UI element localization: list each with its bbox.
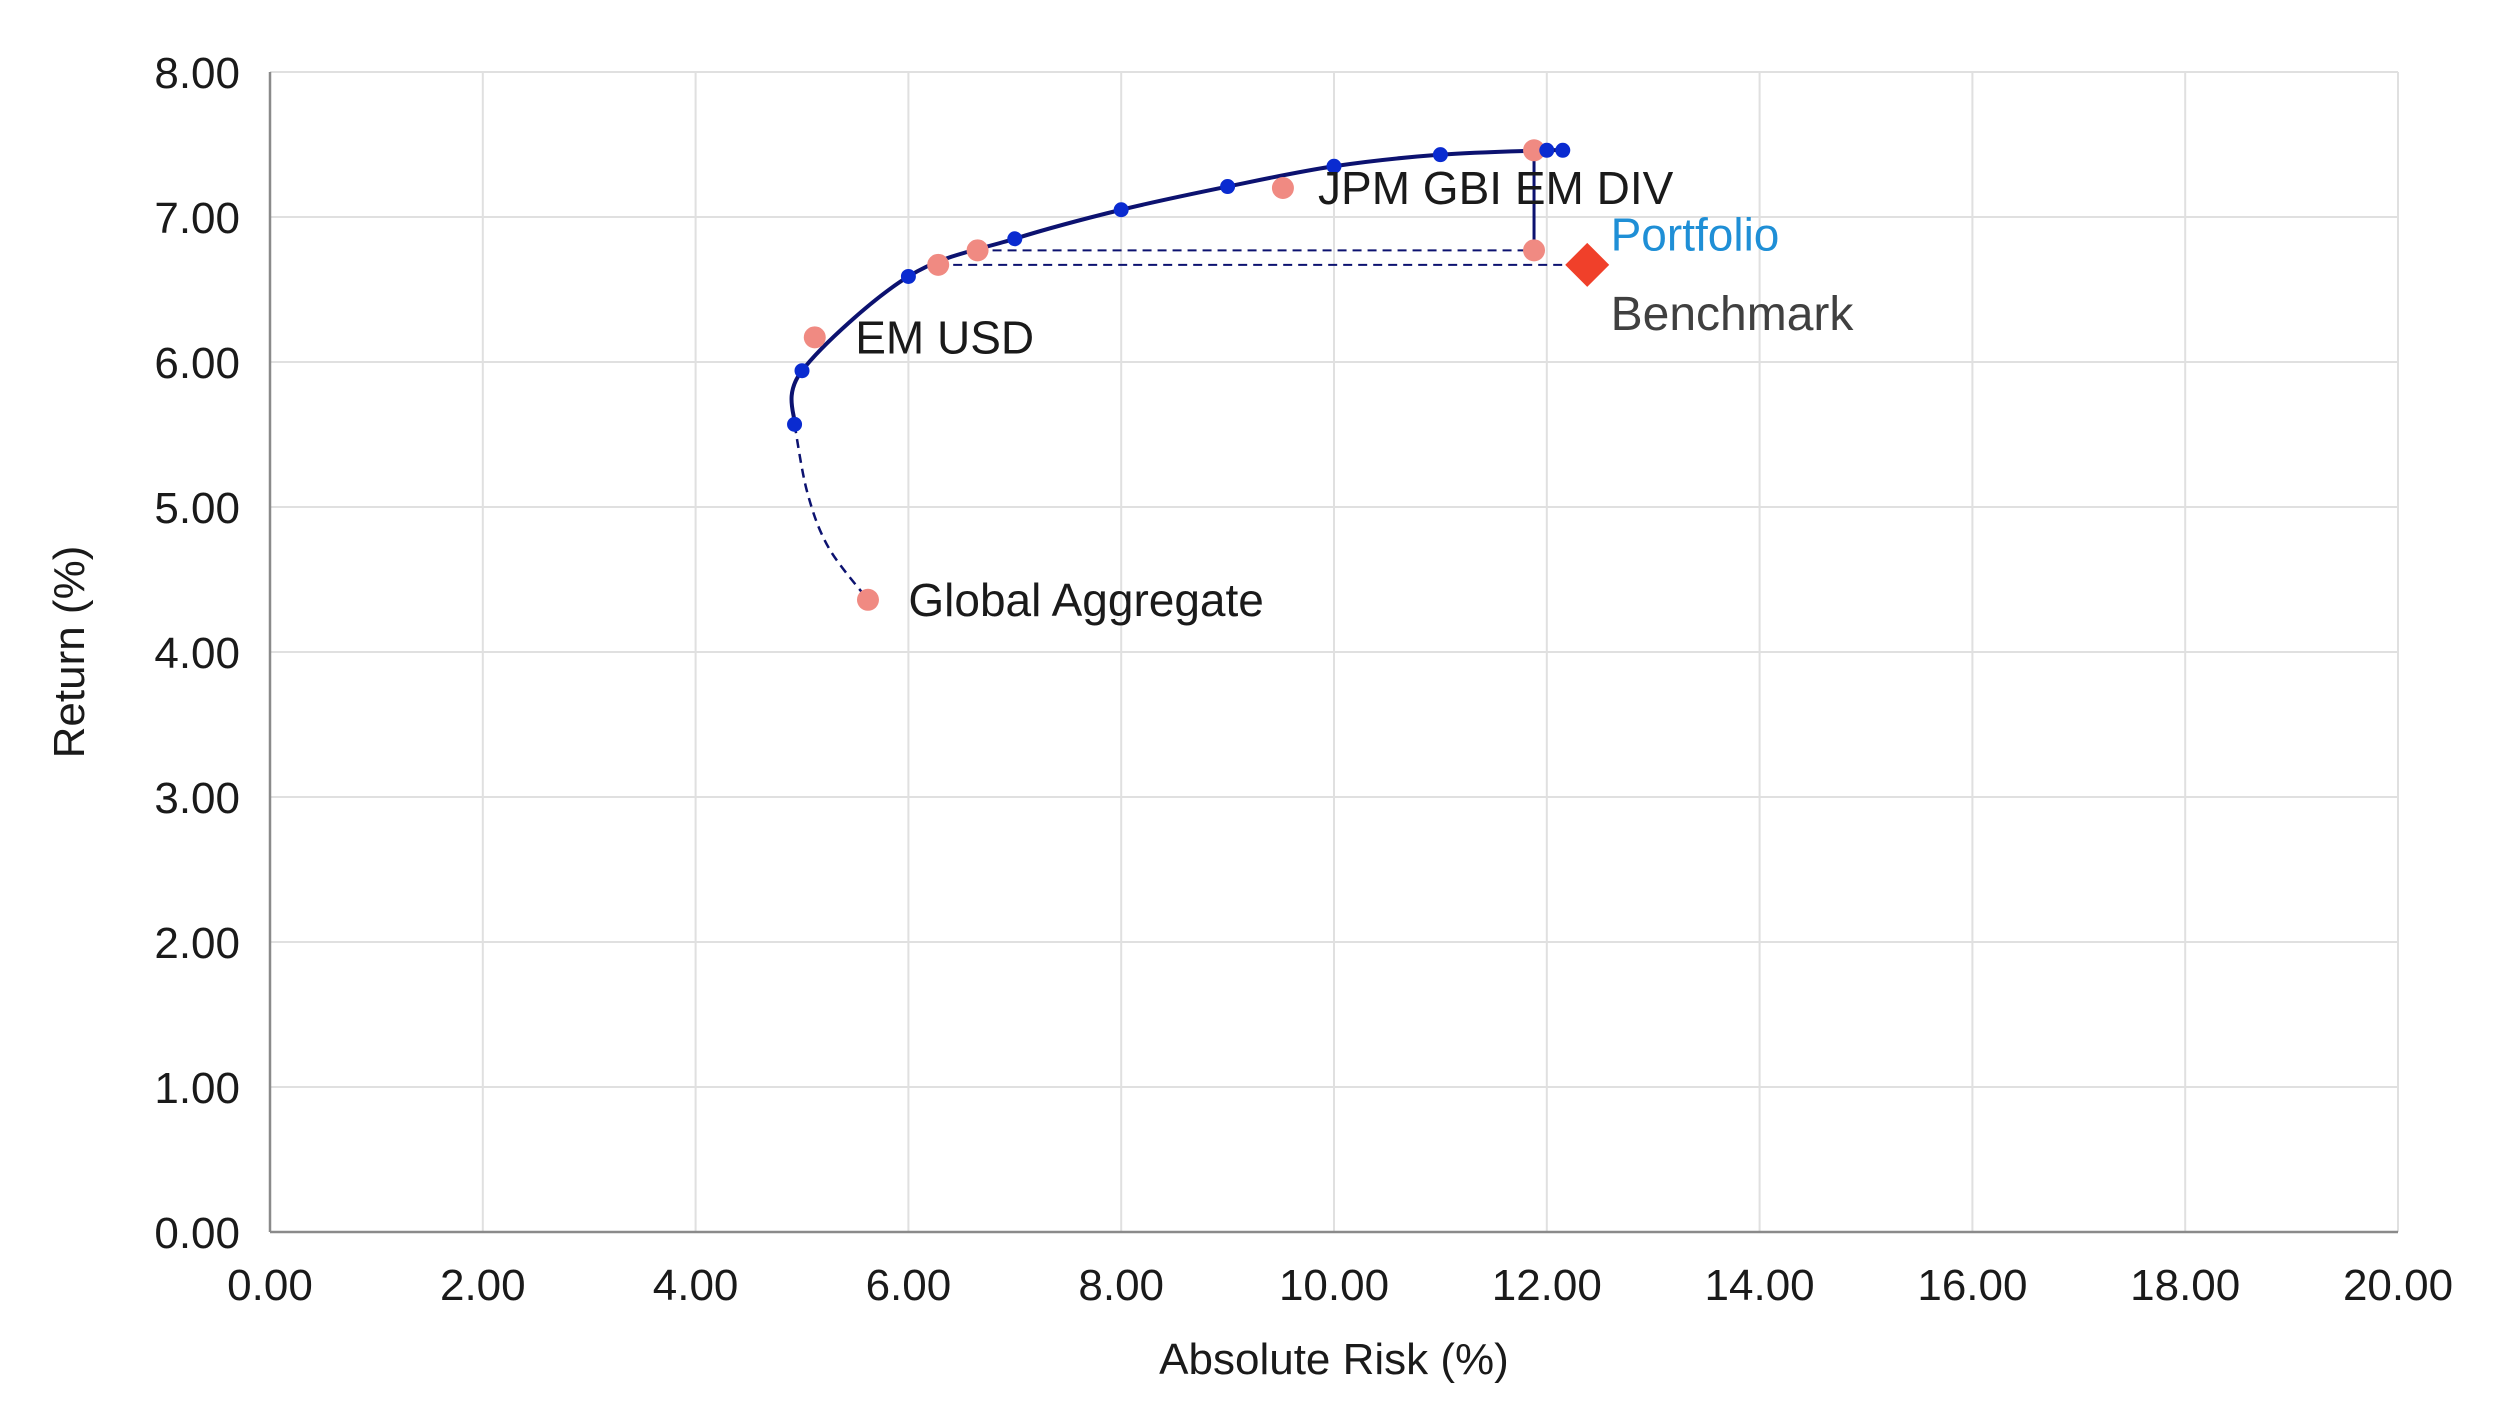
y-tick-label: 3.00 [154,774,240,823]
dashed-frontier-line [793,424,869,601]
y-axis-title: Return (%) [45,546,94,759]
y-tick-label: 6.00 [154,339,240,388]
x-tick-label: 10.00 [1279,1261,1389,1310]
frontier-point [1007,231,1023,247]
asset-point [1271,177,1294,199]
y-tick-label: 8.00 [154,49,240,98]
frontier-point [1220,179,1236,195]
tick-labels: 0.00 2.00 4.00 6.00 8.00 10.00 12.00 14.00 16.00… [154,49,2453,1310]
x-tick-label: 0.00 [227,1261,313,1310]
x-tick-label: 16.00 [1917,1261,2027,1310]
asset-point [966,239,989,262]
y-tick-label: 4.00 [154,629,240,678]
y-tick-label: 7.00 [154,194,240,243]
x-tick-label: 20.00 [2343,1261,2453,1310]
frontier-point [1539,142,1555,158]
asset-point [1523,139,1546,162]
asset-point [803,326,826,349]
x-tick-label: 14.00 [1705,1261,1815,1310]
x-tick-label: 2.00 [440,1261,526,1310]
asset-point [927,253,950,276]
frontier-point [1326,158,1342,174]
x-tick-label: 6.00 [866,1261,952,1310]
x-axis-title: Absolute Risk (%) [1159,1335,1509,1384]
frontier-point [1555,142,1571,158]
frontier-point [787,416,803,432]
y-tick-label: 1.00 [154,1064,240,1113]
asset-point [1523,239,1546,262]
x-tick-label: 4.00 [653,1261,739,1310]
annotation-label: Portfolio [1611,208,1780,260]
series [787,139,1610,611]
guide-lines [938,150,1588,266]
annotation-label: Global Aggregate [908,574,1264,626]
frontier-point [900,268,916,284]
y-tick-label: 2.00 [154,919,240,968]
frontier-point [1432,147,1448,163]
frontier-point [1113,202,1129,218]
annotation-label: EM USD [855,311,1034,363]
x-tick-label: 12.00 [1492,1261,1602,1310]
x-tick-label: 18.00 [2130,1261,2240,1310]
benchmark-point [1565,242,1610,287]
frontier-point [794,363,810,379]
asset-point [856,588,879,611]
y-tick-label: 5.00 [154,484,240,533]
x-tick-label: 8.00 [1078,1261,1164,1310]
y-tick-label: 0.00 [154,1209,240,1258]
frontier-line [789,147,1564,425]
annotation-label: Benchmark [1611,288,1855,341]
axes [268,72,2398,1234]
annotation-label: JPM GBI EM DIV [1318,162,1674,214]
grid [270,71,2399,1232]
annotations: Global Aggregate EM USD JPM GBI EM DIVPort… [855,162,1854,626]
